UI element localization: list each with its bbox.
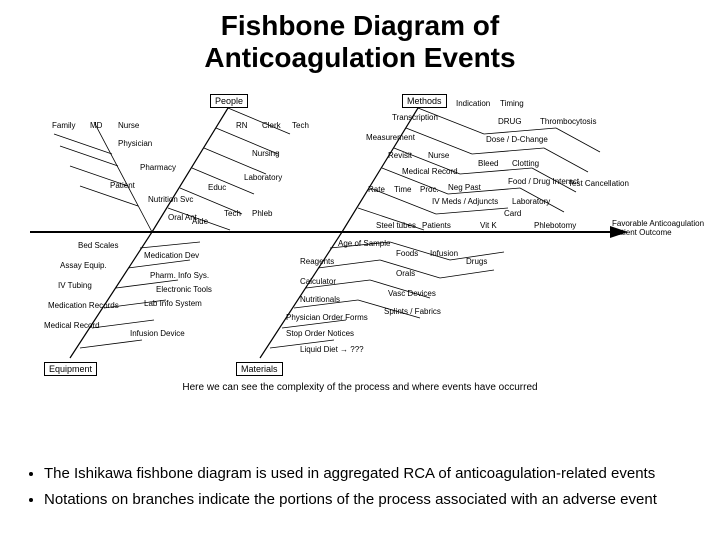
branch-label: Proc. <box>420 186 439 194</box>
title-line-2: Anticoagulation Events <box>204 42 515 73</box>
branch-label: Clerk <box>262 122 281 130</box>
branch-label: Vasc Devices <box>388 290 436 298</box>
branch-label: Laboratory <box>512 198 550 206</box>
branch-label: Reagents <box>300 258 334 266</box>
branch-label: Steel tubes <box>376 222 416 230</box>
branch-label: Electronic Tools <box>156 286 212 294</box>
branch-label: Dose / D-Change <box>486 136 548 144</box>
branch-label: Calculator <box>300 278 336 286</box>
outcome-label: Favorable AnticoagulationPatient Outcome <box>612 220 704 238</box>
bullet-2: Notations on branches indicate the porti… <box>44 490 690 510</box>
branch-label: IV Tubing <box>58 282 92 290</box>
diagram-caption: Here we can see the complexity of the pr… <box>0 382 720 393</box>
branch-label: Phlebotomy <box>534 222 576 230</box>
branch-label: Neg Past <box>448 184 481 192</box>
branch-label: Age of Sample <box>338 240 390 248</box>
branch-label: Nutritionals <box>300 296 340 304</box>
bullet-list: The Ishikawa fishbone diagram is used in… <box>30 464 690 517</box>
branch-label: Tech <box>292 122 309 130</box>
branch-label: Medication Records <box>48 302 119 310</box>
branch-label: Pharm. Info Sys. <box>150 272 209 280</box>
branch-label: MD <box>90 122 102 130</box>
branch-label: Card <box>504 210 521 218</box>
branch-label: Medical Record <box>44 322 100 330</box>
category-equipment: Equipment <box>44 362 97 376</box>
branch-label: Nurse <box>118 122 139 130</box>
branch-label: Oral Ant <box>168 214 197 222</box>
branch-label: Nurse <box>428 152 449 160</box>
branch-label: IV Meds / Adjuncts <box>432 198 498 206</box>
branch-label: Nutrition Svc <box>148 196 193 204</box>
branch-label: Time <box>394 186 411 194</box>
branch-label: Medication Dev <box>144 252 199 260</box>
branch-label: Test Cancellation <box>568 180 629 188</box>
branch-label: Drugs <box>466 258 487 266</box>
branch-label: Clotting <box>512 160 539 168</box>
title-line-1: Fishbone Diagram of <box>221 10 499 41</box>
branch-label: Timing <box>500 100 524 108</box>
branch-label: Revisit <box>388 152 412 160</box>
branch-label: Foods <box>396 250 418 258</box>
category-methods: Methods <box>402 94 447 108</box>
branch-label: Liquid Diet → ??? <box>300 346 364 354</box>
page-title: Fishbone Diagram of Anticoagulation Even… <box>0 0 720 82</box>
branch-label: Patient <box>110 182 135 190</box>
bullet-1: The Ishikawa fishbone diagram is used in… <box>44 464 690 484</box>
branch-label: Splints / Fabrics <box>384 308 441 316</box>
branch-label: Vit K <box>480 222 497 230</box>
branch-label: Bleed <box>478 160 498 168</box>
branch-label: Laboratory <box>244 174 282 182</box>
branch-label: Assay Equip. <box>60 262 107 270</box>
branch-label: Rate <box>368 186 385 194</box>
branch-label: Indication <box>456 100 490 108</box>
branch-label: Lab Info System <box>144 300 202 308</box>
branch-label: Physician Order Forms <box>286 314 368 322</box>
branch-label: Medical Record <box>402 168 458 176</box>
branch-label: Phleb <box>252 210 272 218</box>
branch-label: Tech <box>224 210 241 218</box>
branch-label: Nursing <box>252 150 280 158</box>
branch-label: Measurement <box>366 134 415 142</box>
branch-label: Patients <box>422 222 451 230</box>
branch-label: Pharmacy <box>140 164 176 172</box>
branch-label: RN <box>236 122 248 130</box>
branch-label: Transcription <box>392 114 438 122</box>
category-materials: Materials <box>236 362 283 376</box>
branch-label: Physician <box>118 140 152 148</box>
branch-label: Stop Order Notices <box>286 330 354 338</box>
branch-label: Educ <box>208 184 226 192</box>
branch-label: Thrombocytosis <box>540 118 596 126</box>
fishbone-diagram: People Methods Equipment Materials RN Clerk Te… <box>0 82 720 402</box>
branch-label: Orals <box>396 270 415 278</box>
branch-label: Infusion Device <box>130 330 185 338</box>
category-people: People <box>210 94 248 108</box>
branch-label: Family <box>52 122 76 130</box>
branch-label: Bed Scales <box>78 242 118 250</box>
branch-label: Infusion <box>430 250 458 258</box>
branch-label: DRUG <box>498 118 522 126</box>
